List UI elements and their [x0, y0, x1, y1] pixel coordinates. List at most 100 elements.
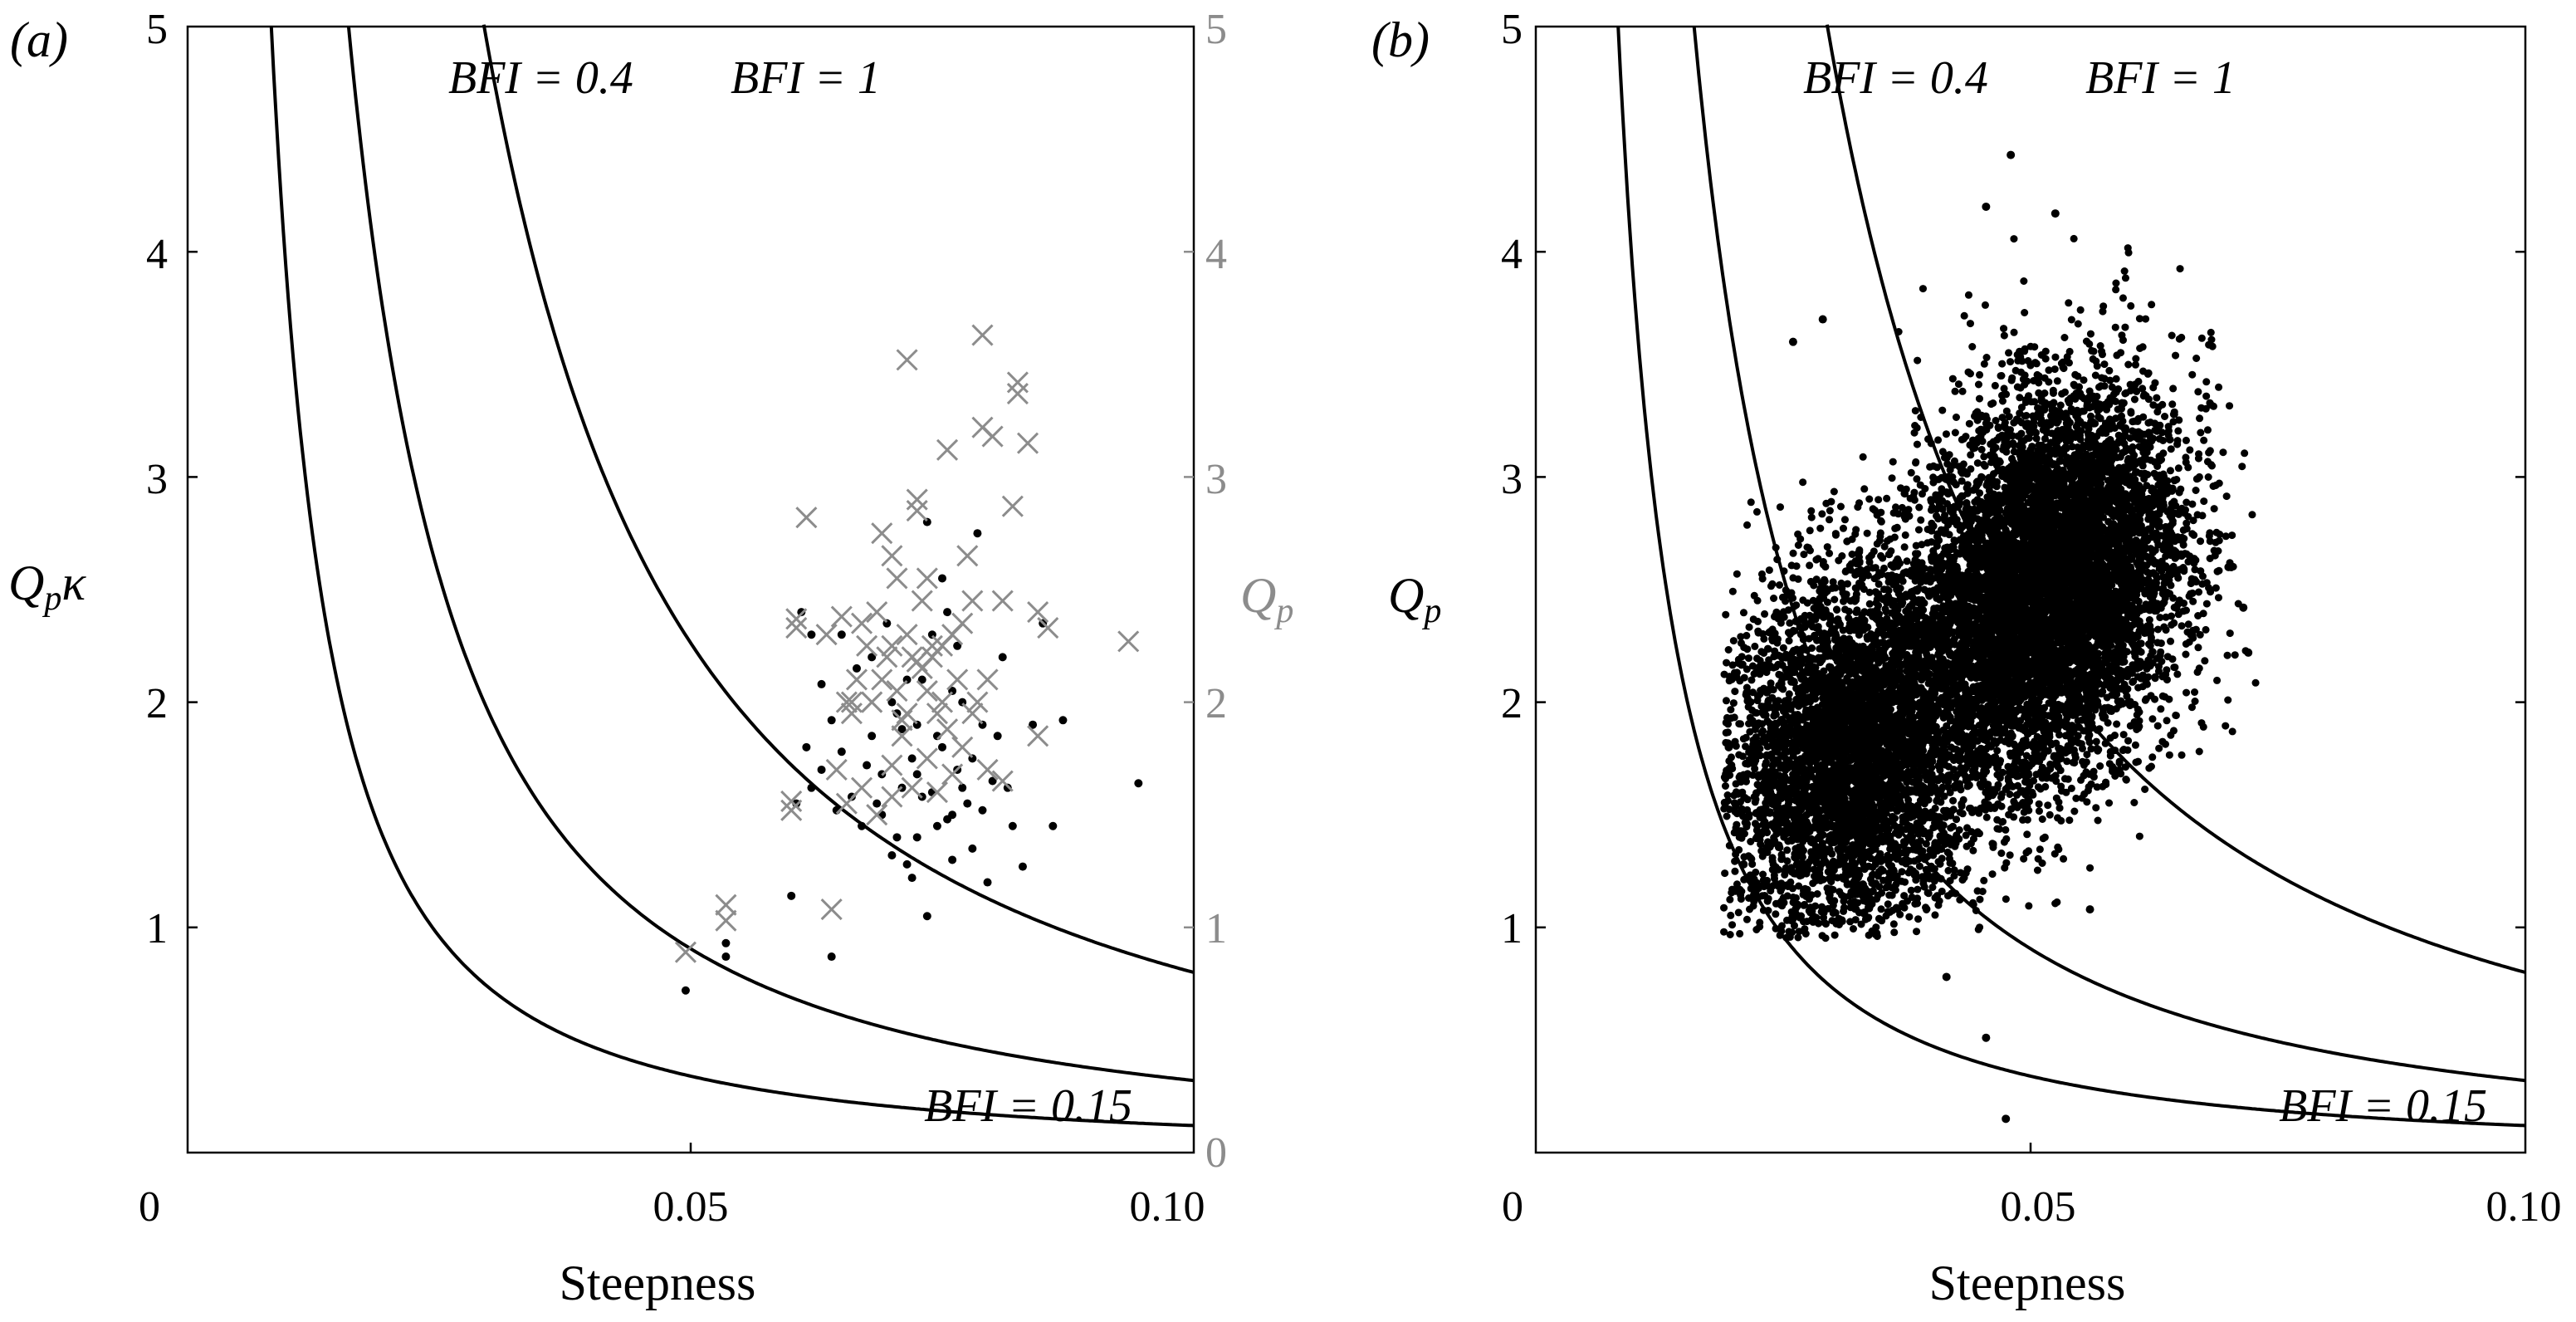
panel-b-outlier-point	[1942, 972, 1951, 982]
panel-a-cross-point	[876, 646, 898, 668]
panel-a-dot-point	[681, 986, 690, 995]
panel-a-ytick-4: 4	[146, 231, 168, 278]
panel-a-cross-point	[825, 758, 848, 781]
panel-a-cross-point	[674, 941, 697, 963]
panel-a-dot-point	[887, 851, 897, 860]
panel-a-cross-point	[820, 898, 843, 921]
panel-a-cross-point	[871, 668, 893, 691]
panel-a-cross-point	[1027, 601, 1049, 624]
panel-b-cloud-points	[1720, 234, 2260, 943]
panel-a-dot-point	[897, 725, 907, 734]
panel-a-ylabel-right: Qp	[1240, 568, 1293, 630]
panel-a-cross-point	[951, 612, 974, 634]
panel-b-curve-bfi-0.4	[1692, 26, 2526, 1083]
panel-a-dot-point	[907, 754, 917, 763]
panel-b-outlier-point	[2007, 150, 2016, 159]
panel-a-dot-point	[802, 742, 811, 752]
panel-a-dot-point	[998, 653, 1007, 662]
panel-a-dot-point	[787, 891, 796, 900]
panel-a-dot-point	[912, 833, 921, 842]
panel-b-curve-bfi-1	[1825, 24, 2526, 974]
panel-a-dot-point	[902, 859, 912, 869]
panel-b-outlier-point	[1788, 337, 1797, 346]
panel-a-cross-point	[891, 709, 913, 732]
panel-b-outlier-point	[1818, 315, 1827, 324]
panel-a-cross-point	[976, 668, 999, 691]
panel-b-xtick-2: 0.10	[2486, 1183, 2562, 1231]
panel-a-cross-point	[881, 634, 903, 657]
panel-a-dot-point	[953, 641, 962, 650]
panel-a-dot-point	[1134, 779, 1143, 788]
panel-a-dot-point	[837, 747, 846, 756]
panel-a-dot-point	[1029, 720, 1038, 729]
panel-a-cross-point	[715, 909, 737, 932]
panel-a-cross-point	[780, 799, 803, 821]
panel-a-dot-point	[907, 874, 917, 883]
panel-a-cross-point	[951, 736, 974, 758]
panel-a-dot-point	[938, 574, 946, 583]
panel-a-cross-point	[936, 438, 959, 461]
panel-a-dot-point	[1048, 821, 1058, 830]
panel-b: (b) 0 0.05 0.10 1 2 3 4 5 Steepness Qp B…	[1371, 6, 2562, 1310]
panel-a-dot-point	[817, 765, 826, 774]
panel-a-ytick-2: 2	[146, 680, 168, 727]
panel-a-xtick-0: 0	[139, 1183, 160, 1231]
panel-a-curve-bfi-0.4	[346, 26, 1195, 1083]
panel-a-cross-point	[840, 691, 863, 713]
panel-a-cross-point	[840, 703, 863, 725]
panel-a-dot-point	[968, 844, 977, 853]
panel-a-cross-point	[845, 668, 868, 691]
panel-b-outlier-point	[1982, 202, 1991, 211]
panel-a-cross-point	[886, 567, 908, 590]
panel-a-cross-point	[961, 590, 984, 612]
panel-a-dot-point	[873, 799, 882, 808]
panel-b-curve-label-0.15: BFI = 0.15	[2279, 1080, 2487, 1132]
panel-a-dot-point	[863, 761, 872, 770]
panel-a-cross-point	[911, 590, 933, 612]
panel-a-dot-series	[681, 517, 1143, 995]
panel-a-cross-point	[785, 608, 808, 630]
panel-b-ticks	[1536, 250, 2525, 1153]
panel-a-dot-point	[943, 608, 952, 617]
panel-a-cross-point	[891, 725, 913, 747]
panel-a-cross-point	[795, 507, 818, 529]
panel-b-ytick-2: 2	[1501, 680, 1523, 727]
panel-a-cross-point	[906, 650, 928, 673]
panel-a-cross-point	[1016, 432, 1039, 454]
panel-a-dot-point	[817, 679, 826, 688]
panel-a-right-ytick-0: 0	[1205, 1129, 1227, 1177]
panel-a-dot-point	[1058, 716, 1068, 725]
panel-a-cross-point	[1006, 371, 1029, 394]
panel-b-ytick-4: 4	[1501, 231, 1523, 278]
panel-b-curve-bfi-0.15	[1616, 26, 2526, 1128]
panel-a-right-ytick-1: 1	[1205, 905, 1227, 952]
panel-b-xtick-1: 0.05	[2001, 1183, 2076, 1231]
panel-a-cross-point	[906, 488, 928, 511]
panel-b-ytick-5: 5	[1501, 6, 1523, 53]
panel-a-cross-point	[966, 691, 989, 713]
panel-a-letter: (a)	[10, 12, 68, 67]
panel-a-cross-point	[946, 668, 969, 691]
panel-a-xlabel: Steepness	[560, 1256, 756, 1310]
panel-a-dot-point	[837, 630, 846, 639]
panel-a-dot-point	[807, 783, 816, 792]
panel-b-outliers	[1724, 150, 2253, 1124]
panel-a-cross-point	[886, 679, 908, 703]
panel-a-curve-bfi-0.15	[269, 26, 1195, 1128]
panel-a-dot-point	[948, 855, 957, 864]
panel-a-cross-point	[976, 758, 999, 781]
panel-b-ytick-3: 3	[1501, 456, 1523, 503]
panel-a-ytick-1: 1	[146, 905, 168, 952]
panel-a-dot-point	[827, 952, 836, 962]
panel-a-curve-bfi-1	[481, 24, 1195, 974]
panel-a-dot-point	[988, 776, 997, 786]
panel-b-outlier-point	[2224, 562, 2233, 571]
panel-a-cross-point	[981, 425, 1004, 448]
panel-b-ytick-1: 1	[1501, 905, 1523, 952]
panel-a-cross-point	[926, 781, 949, 804]
panel-a-curves	[269, 24, 1195, 1128]
panel-a-cross-point	[815, 624, 838, 646]
panel-a-cross-point	[931, 634, 954, 657]
panel-a-cross-point	[941, 763, 964, 786]
